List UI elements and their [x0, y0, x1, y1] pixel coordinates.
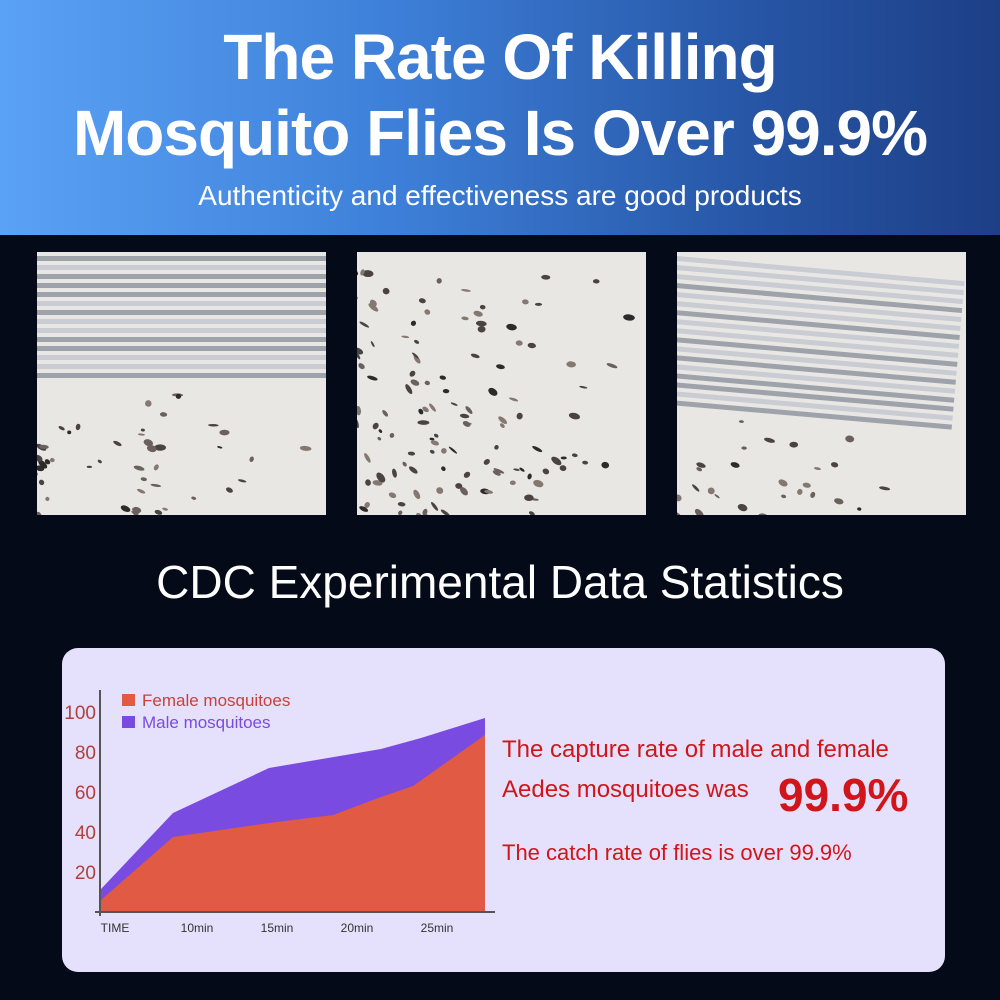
x-tick-label: TIME — [101, 921, 130, 935]
y-tick-label: 40 — [75, 823, 96, 844]
photo-trap-grid-1 — [37, 252, 326, 515]
photo-mosquitoes-2 — [357, 268, 635, 515]
photo-mosquitoes-1 — [37, 256, 326, 515]
stat-highlight: 99.9% — [778, 769, 909, 821]
area-chart: Female mosquitoes Male mosquitoes 20 40 60… — [64, 690, 495, 935]
series-female-mosquitoes-area — [101, 735, 485, 912]
x-tick-label: 20min — [341, 921, 374, 935]
legend-label-female: Female mosquitoes — [142, 691, 290, 710]
headline-line-2: Mosquito Flies Is Over 99.9% — [72, 97, 928, 169]
x-tick-label: 10min — [181, 921, 214, 935]
legend-swatch-male — [122, 716, 135, 728]
stat-line-3: The catch rate of flies is over 99.9% — [502, 840, 852, 865]
chart-panel: Female mosquitoes Male mosquitoes 20 40 60… — [62, 648, 945, 972]
section-title: CDC Experimental Data Statistics — [156, 556, 844, 608]
photo-mosquitoes-3 — [677, 255, 965, 515]
legend-swatch-female — [122, 694, 135, 706]
y-tick-label: 100 — [64, 703, 96, 724]
subtitle: Authenticity and effectiveness are good … — [198, 180, 802, 211]
x-tick-label: 15min — [261, 921, 294, 935]
stat-line-1: The capture rate of male and female — [502, 736, 889, 763]
y-tick-label: 60 — [75, 783, 96, 804]
photo-trap-grid-2 — [677, 252, 966, 515]
legend-label-male: Male mosquitoes — [142, 713, 271, 732]
headline-line-1: The Rate Of Killing — [223, 21, 777, 93]
header-banner: The Rate Of Killing Mosquito Flies Is Ov… — [0, 0, 1000, 235]
y-tick-label: 80 — [75, 743, 96, 764]
y-tick-label: 20 — [75, 863, 96, 884]
stat-line-2: Aedes mosquitoes was — [502, 776, 749, 803]
photo-mosquito-pile — [357, 252, 646, 515]
x-tick-label: 25min — [421, 921, 454, 935]
